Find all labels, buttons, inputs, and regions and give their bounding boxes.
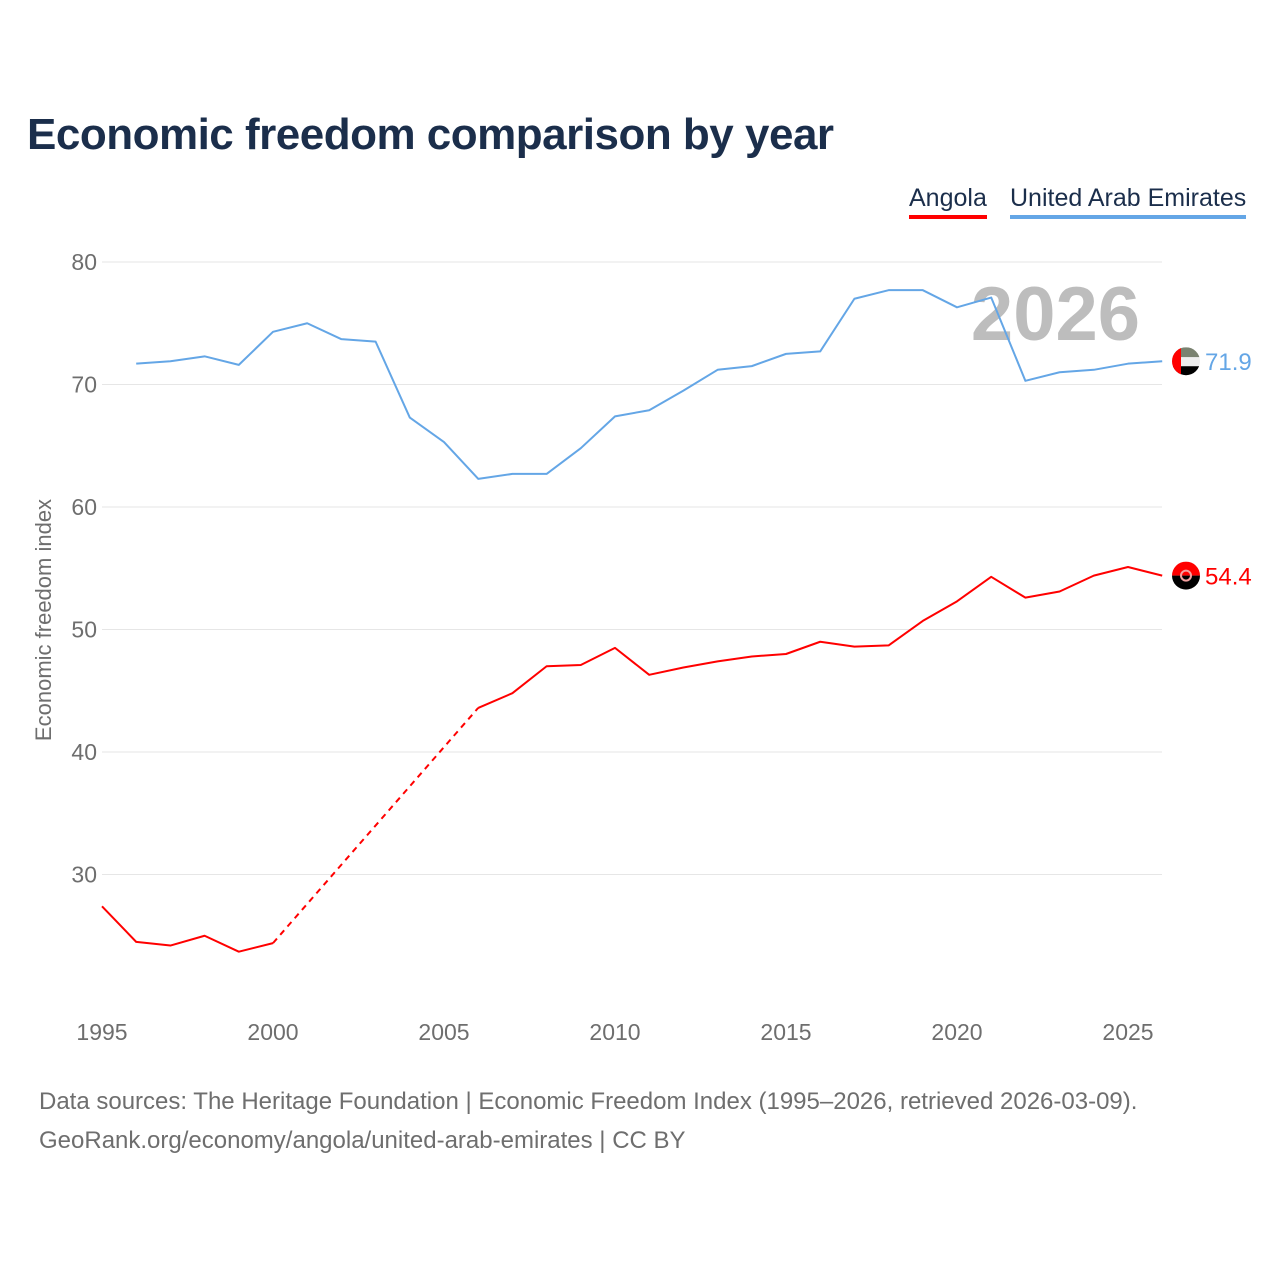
legend-item-uae[interactable]: United Arab Emirates (1010, 184, 1247, 219)
data-point (509, 471, 515, 477)
data-point (1091, 367, 1097, 373)
y-tick-label: 30 (71, 862, 97, 888)
data-point (133, 361, 139, 367)
data-point (920, 287, 926, 293)
series-line-0 (101, 905, 274, 953)
data-point (646, 407, 652, 413)
data-point (578, 445, 584, 451)
data-point (715, 658, 721, 664)
x-tick-label: 2000 (247, 1019, 298, 1045)
data-point (749, 653, 755, 659)
x-tick-label: 2025 (1102, 1019, 1153, 1045)
gap-line-0 (272, 707, 479, 944)
data-point (817, 348, 823, 354)
y-tick-label: 50 (71, 617, 97, 643)
data-point (680, 388, 686, 394)
data-point (988, 295, 994, 301)
x-tick-label: 2010 (589, 1019, 640, 1045)
series-line-1 (136, 289, 1163, 480)
data-point (1022, 378, 1028, 384)
data-point (270, 329, 276, 335)
data-point (373, 339, 379, 345)
data-point (133, 939, 139, 945)
data-point (1057, 369, 1063, 375)
uae-flag-icon (1172, 347, 1200, 376)
data-point (886, 287, 892, 293)
data-point (167, 943, 173, 949)
data-point (544, 471, 550, 477)
series-line-0 (477, 566, 1163, 709)
y-tick-label: 70 (71, 372, 97, 398)
data-point (1022, 595, 1028, 601)
end-value-label: 54.4 (1205, 564, 1252, 591)
data-point (612, 645, 618, 651)
data-point (441, 439, 447, 445)
end-value-label: 71.9 (1205, 349, 1252, 376)
data-point (783, 351, 789, 357)
data-point (1159, 573, 1165, 579)
data-point (236, 362, 242, 368)
y-axis-label: Economic freedom index (31, 499, 56, 741)
data-point (851, 644, 857, 650)
data-point (1091, 573, 1097, 579)
source-url: GeoRank.org/economy/angola/united-arab-e… (39, 1127, 686, 1154)
data-point (680, 664, 686, 670)
data-point (954, 598, 960, 604)
x-tick-label: 2020 (931, 1019, 982, 1045)
data-point (920, 618, 926, 624)
angola-flag-icon (1172, 561, 1200, 590)
source-note: Data sources: The Heritage Foundation | … (39, 1088, 1138, 1115)
data-point (578, 662, 584, 668)
data-point (954, 304, 960, 310)
data-point (1057, 589, 1063, 595)
legend-item-angola[interactable]: Angola (909, 184, 987, 219)
data-point (1125, 361, 1131, 367)
data-point (475, 705, 481, 711)
data-point (99, 903, 105, 909)
data-point (544, 663, 550, 669)
x-tick-label: 2005 (418, 1019, 469, 1045)
data-point (1125, 564, 1131, 570)
data-point (715, 367, 721, 373)
data-point (783, 651, 789, 657)
data-point (817, 639, 823, 645)
x-tick-label: 2015 (760, 1019, 811, 1045)
data-point (338, 336, 344, 342)
y-tick-label: 40 (71, 739, 97, 765)
y-tick-label: 60 (71, 494, 97, 520)
data-point (407, 415, 413, 421)
data-point (236, 949, 242, 955)
chart-title: Economic freedom comparison by year (27, 110, 834, 159)
data-point (270, 940, 276, 946)
data-point (1159, 358, 1165, 364)
data-point (167, 358, 173, 364)
y-tick-label: 80 (71, 249, 97, 275)
data-point (475, 476, 481, 482)
data-point (646, 672, 652, 678)
data-point (304, 320, 310, 326)
x-tick-label: 1995 (76, 1019, 127, 1045)
data-point (886, 642, 892, 648)
data-point (509, 690, 515, 696)
data-point (851, 296, 857, 302)
data-point (612, 413, 618, 419)
data-point (988, 574, 994, 580)
data-point (202, 933, 208, 939)
year-watermark: 2026 (971, 272, 1140, 357)
data-point (749, 363, 755, 369)
data-point (202, 353, 208, 359)
